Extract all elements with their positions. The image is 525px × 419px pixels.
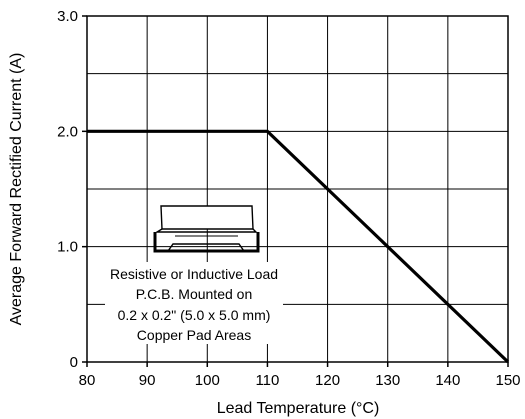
y-axis-label: Average Forward Rectified Current (A) [8, 53, 25, 326]
x-tick-label: 90 [139, 372, 156, 389]
x-tick-label: 100 [195, 372, 220, 389]
series-group [87, 129, 510, 364]
smd-diode-package-icon [153, 205, 260, 253]
x-tick-label: 80 [79, 372, 96, 389]
plot-frame [86, 15, 509, 363]
y-tick-labels: 0 1.0 2.0 3.0 [57, 8, 78, 371]
y-tick-label: 0 [70, 354, 78, 371]
y-tick-label: 1.0 [57, 239, 78, 256]
annotation-background [105, 262, 283, 344]
annotation-line-4: Copper Pad Areas [137, 327, 251, 343]
x-tick-label: 120 [315, 372, 340, 389]
x-tick-label: 110 [255, 372, 279, 389]
x-tick-label: 150 [495, 372, 520, 389]
axis-ticks [82, 15, 509, 367]
annotation: Resistive or Inductive Load P.C.B. Mount… [105, 205, 283, 344]
annotation-line-3: 0.2 x 0.2" (5.0 x 5.0 mm) [118, 307, 271, 323]
x-axis-label: Lead Temperature (°C) [217, 400, 380, 417]
x-tick-label: 140 [435, 372, 460, 389]
annotation-line-2: P.C.B. Mounted on [136, 286, 252, 302]
y-tick-label: 3.0 [57, 8, 78, 25]
y-tick-label: 2.0 [57, 123, 78, 140]
x-tick-labels: 80 90 100 110 120 130 140 150 [79, 372, 521, 389]
x-tick-label: 130 [375, 372, 400, 389]
annotation-line-1: Resistive or Inductive Load [110, 266, 278, 282]
derating-curve [87, 129, 510, 364]
